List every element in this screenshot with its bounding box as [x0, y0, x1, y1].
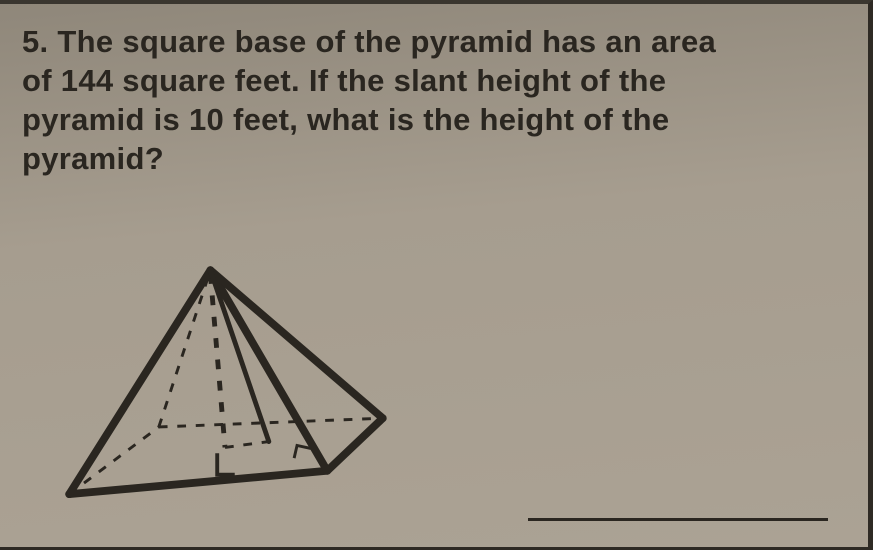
back-top-base-edge	[159, 418, 383, 427]
pyramid-figure	[40, 249, 410, 529]
foot-path	[217, 453, 235, 474]
left-lateral-edge	[69, 270, 210, 494]
right-angle-marker	[294, 445, 311, 458]
back-lateral-edge	[159, 270, 211, 427]
right-angle-path	[294, 445, 311, 458]
question-line-4: pyramid?	[22, 141, 164, 176]
pyramid-svg	[40, 249, 410, 529]
question-number: 5.	[22, 24, 48, 59]
question-line-3: pyramid is 10 feet, what is the height o…	[22, 102, 669, 137]
height-foot-marker	[217, 453, 235, 474]
base-center-to-edge	[225, 442, 269, 448]
worksheet-page: 5. The square base of the pyramid has an…	[0, 0, 873, 550]
answer-blank	[528, 518, 828, 521]
question-line-2: of 144 square feet. If the slant height …	[22, 63, 666, 98]
right-base-edge	[327, 418, 383, 471]
question-text: 5. The square base of the pyramid has an…	[22, 22, 840, 178]
question-line-1: The square base of the pyramid has an ar…	[57, 24, 716, 59]
front-base-edge	[69, 471, 327, 494]
